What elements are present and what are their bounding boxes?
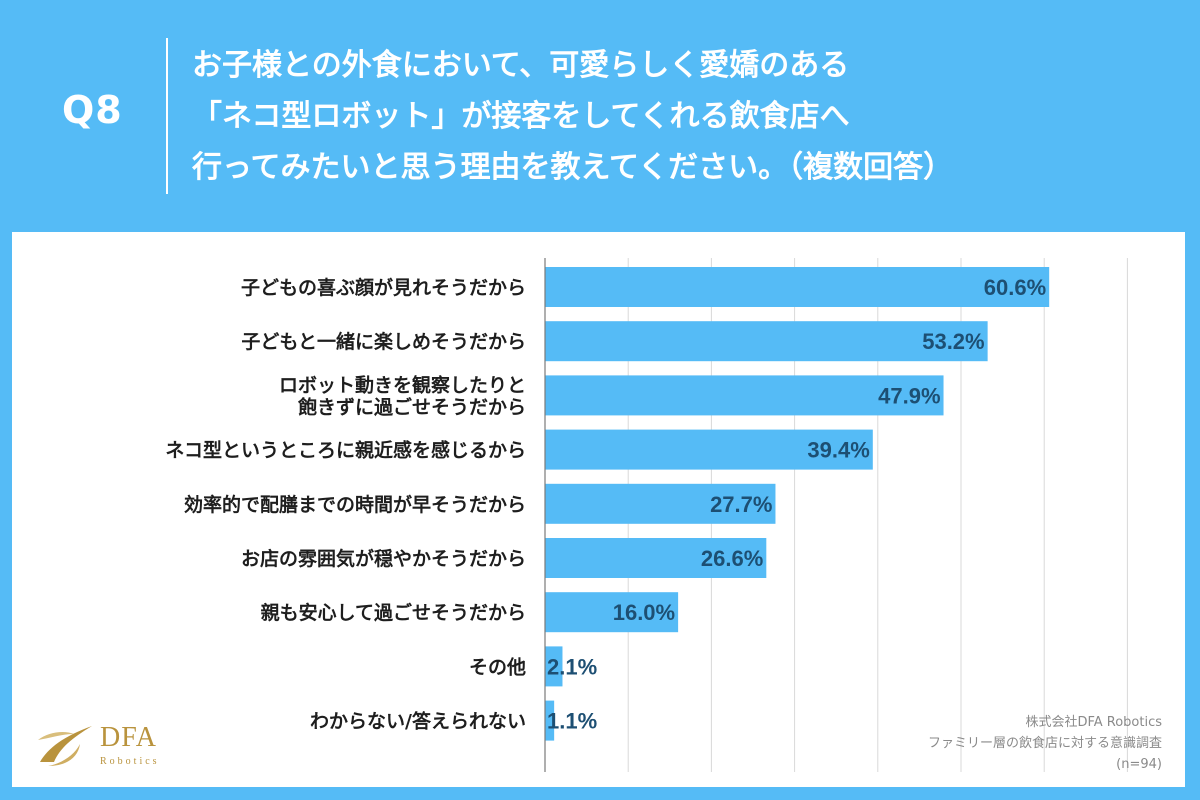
value-label: 60.6% — [984, 275, 1046, 300]
category-label: ネコ型というところに親近感を感じるから — [165, 439, 526, 462]
bar — [545, 592, 679, 633]
category-label: 効率的で配膳までの時間が早そうだから — [184, 493, 526, 516]
source-line: 株式会社DFA Robotics — [1025, 715, 1162, 730]
dfa-logo: DFA Robotics — [34, 718, 174, 774]
logo-text: DFA — [100, 722, 157, 753]
source-line: (n=94) — [1116, 757, 1162, 772]
value-label: 2.1% — [547, 654, 597, 679]
logo-swirl-icon — [38, 726, 92, 766]
bar — [545, 700, 555, 741]
value-label: 26.6% — [701, 546, 763, 571]
source-note: 株式会社DFA Robotics ファミリー層の飲食店に対する意識調査 (n=9… — [928, 712, 1162, 775]
category-label: わからない/答えられない — [310, 710, 526, 733]
category-label: 子どもと一緒に楽しめそうだから — [241, 330, 526, 353]
question-line: 「ネコ型ロボット」が接客をしてくれる飲食店へ — [192, 99, 850, 134]
value-label: 16.0% — [613, 600, 675, 625]
category-label: 親も安心して過ごせそうだから — [261, 601, 526, 624]
category-label: その他 — [469, 655, 526, 678]
bar — [545, 646, 563, 687]
bar — [545, 429, 873, 470]
source-line: ファミリー層の飲食店に対する意識調査 — [927, 736, 1162, 751]
question-line: 行ってみたいと思う理由を教えてください。（複数回答） — [192, 150, 954, 185]
value-label: 39.4% — [807, 438, 869, 463]
question-line: お子様との外食において、可愛らしく愛嬌のある — [192, 48, 850, 83]
category-label: お店の雰囲気が穏やかそうだから — [241, 547, 526, 570]
bar — [545, 267, 1050, 307]
value-label: 1.1% — [547, 709, 597, 734]
bar — [545, 375, 944, 416]
question-text: お子様との外食において、可愛らしく愛嬌のある 「ネコ型ロボット」が接客をしてくれ… — [192, 40, 1182, 193]
value-label: 47.9% — [878, 383, 940, 408]
category-label: ロボット動きを観察したりと — [279, 373, 526, 396]
question-number: Q8 — [62, 88, 123, 132]
header-divider — [166, 38, 168, 194]
bar — [545, 538, 767, 578]
bar — [545, 483, 776, 524]
logo-subtext: Robotics — [100, 756, 160, 767]
value-label: 27.7% — [710, 492, 772, 517]
bar — [545, 321, 988, 362]
category-label: 飽きずに過ごせそうだから — [297, 395, 526, 418]
category-label: 子どもの喜ぶ顔が見れそうだから — [241, 276, 526, 299]
value-label: 53.2% — [922, 329, 984, 354]
